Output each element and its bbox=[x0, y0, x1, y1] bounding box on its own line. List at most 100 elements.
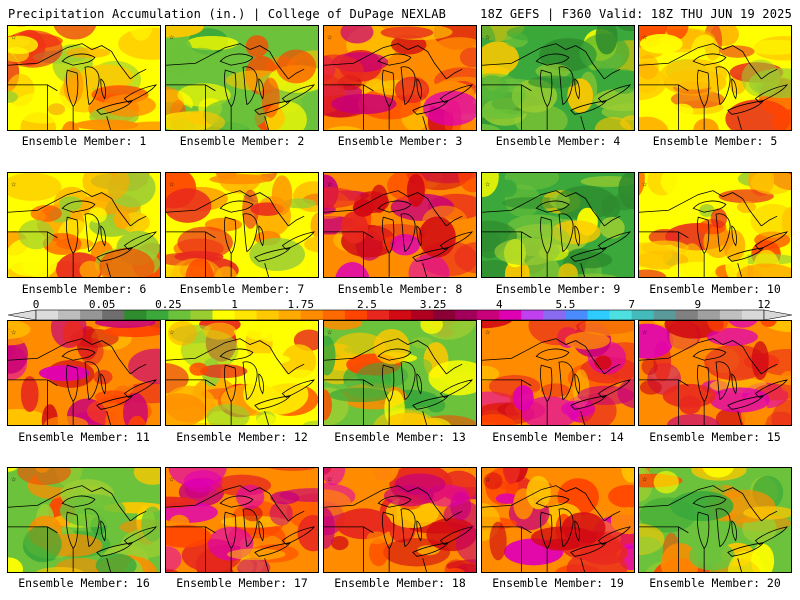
colorbar-tick-label: 4 bbox=[495, 298, 503, 311]
colorbar-swatch bbox=[256, 310, 280, 320]
colorbar-swatch bbox=[433, 310, 456, 320]
colorbar-swatch bbox=[322, 310, 346, 320]
colorbar-swatch bbox=[234, 310, 258, 320]
ensemble-member-map-1: ☆ bbox=[7, 25, 161, 131]
colorbar-tick-label: 1.75 bbox=[287, 298, 314, 311]
colorbar-swatch bbox=[36, 310, 59, 320]
ensemble-member-label: Ensemble Member: 14 bbox=[492, 430, 624, 444]
svg-text:☆: ☆ bbox=[11, 475, 17, 485]
svg-text:☆: ☆ bbox=[327, 475, 333, 485]
colorbar-swatch bbox=[366, 310, 390, 320]
colorbar-swatch bbox=[300, 310, 324, 320]
colorbar-swatch bbox=[411, 310, 434, 320]
colorbar-tick-label: 12 bbox=[757, 298, 771, 311]
svg-text:☆: ☆ bbox=[169, 328, 175, 338]
svg-text:☆: ☆ bbox=[11, 180, 17, 190]
ensemble-member-label: Ensemble Member: 17 bbox=[176, 576, 308, 590]
colorbar-swatch bbox=[543, 310, 566, 320]
svg-text:☆: ☆ bbox=[485, 180, 491, 190]
ensemble-member-label: Ensemble Member: 4 bbox=[495, 134, 621, 148]
colorbar-swatch bbox=[609, 310, 633, 320]
colorbar-tick-label: 0.05 bbox=[88, 298, 116, 311]
ensemble-member-label: Ensemble Member: 20 bbox=[649, 576, 781, 590]
ensemble-member-label: Ensemble Member: 15 bbox=[649, 430, 781, 444]
ensemble-member-map-5: ☆ bbox=[638, 25, 792, 131]
ensemble-member-label: Ensemble Member: 3 bbox=[337, 134, 463, 148]
colorbar-swatch bbox=[190, 310, 213, 320]
colorbar-swatch bbox=[58, 310, 81, 320]
ensemble-member-label: Ensemble Member: 16 bbox=[18, 576, 150, 590]
colorbar-swatch bbox=[146, 310, 169, 320]
colorbar-swatch bbox=[388, 310, 412, 320]
colorbar-tick-label: 0.25 bbox=[155, 298, 182, 311]
ensemble-member-map-15: ☆ bbox=[638, 320, 792, 426]
svg-text:☆: ☆ bbox=[642, 33, 648, 43]
svg-text:☆: ☆ bbox=[642, 180, 648, 190]
colorbar-swatch bbox=[587, 310, 610, 320]
svg-text:☆: ☆ bbox=[11, 33, 17, 43]
ensemble-member-label: Ensemble Member: 1 bbox=[21, 134, 147, 148]
ensemble-member-map-18: ☆ bbox=[323, 467, 477, 573]
ensemble-member-map-20: ☆ bbox=[638, 467, 792, 573]
colorbar-swatch bbox=[212, 310, 235, 320]
colorbar-swatch bbox=[521, 310, 544, 320]
svg-text:☆: ☆ bbox=[485, 328, 491, 338]
precip-colorbar bbox=[8, 309, 792, 320]
ensemble-member-map-6: ☆ bbox=[7, 172, 161, 278]
ensemble-member-label: Ensemble Member: 8 bbox=[337, 282, 463, 296]
ensemble-member-label: Ensemble Member: 7 bbox=[179, 282, 305, 296]
colorbar-swatch bbox=[124, 310, 147, 320]
svg-text:☆: ☆ bbox=[327, 33, 333, 43]
colorbar-swatch bbox=[631, 310, 655, 320]
colorbar-swatch bbox=[499, 310, 522, 320]
ensemble-member-label: Ensemble Member: 10 bbox=[649, 282, 781, 296]
svg-text:☆: ☆ bbox=[327, 328, 333, 338]
colorbar-tick-label: 3.25 bbox=[419, 298, 447, 311]
ensemble-member-map-3: ☆ bbox=[323, 25, 477, 131]
ensemble-member-label: Ensemble Member: 6 bbox=[21, 282, 147, 296]
colorbar-swatch bbox=[168, 310, 191, 320]
ensemble-member-label: Ensemble Member: 19 bbox=[492, 576, 624, 590]
svg-text:☆: ☆ bbox=[169, 33, 175, 43]
colorbar-swatch bbox=[102, 310, 125, 320]
ensemble-member-map-10: ☆ bbox=[638, 172, 792, 278]
colorbar-swatch bbox=[719, 310, 743, 320]
ensemble-member-map-19: ☆ bbox=[481, 467, 635, 573]
ensemble-member-map-12: ☆ bbox=[165, 320, 319, 426]
ensemble-member-label: Ensemble Member: 2 bbox=[179, 134, 305, 148]
svg-text:☆: ☆ bbox=[485, 475, 491, 485]
ensemble-member-label: Ensemble Member: 18 bbox=[334, 576, 466, 590]
map-title: Precipitation Accumulation (in.) | Colle… bbox=[8, 7, 447, 21]
svg-text:☆: ☆ bbox=[642, 328, 648, 338]
colorbar-max-arrow bbox=[763, 309, 792, 320]
svg-text:☆: ☆ bbox=[169, 180, 175, 190]
colorbar-tick-label: 9 bbox=[694, 298, 702, 311]
colorbar-swatch bbox=[653, 310, 677, 320]
ensemble-member-label: Ensemble Member: 9 bbox=[495, 282, 621, 296]
colorbar-swatch bbox=[697, 310, 721, 320]
colorbar-swatch bbox=[477, 310, 500, 320]
ensemble-member-label: Ensemble Member: 12 bbox=[176, 430, 308, 444]
colorbar-tick-label: 0 bbox=[32, 298, 40, 311]
svg-text:☆: ☆ bbox=[642, 475, 648, 485]
colorbar-swatch bbox=[741, 310, 765, 320]
colorbar-tick-label: 7 bbox=[628, 298, 635, 311]
ensemble-member-map-2: ☆ bbox=[165, 25, 319, 131]
ensemble-member-map-17: ☆ bbox=[165, 467, 319, 573]
ensemble-member-label: Ensemble Member: 5 bbox=[652, 134, 778, 148]
colorbar-swatch bbox=[80, 310, 103, 320]
colorbar-min-arrow bbox=[8, 309, 37, 320]
colorbar-tick-label: 1 bbox=[231, 298, 238, 311]
model-run-info: 18Z GEFS | F360 Valid: 18Z THU JUN 19 20… bbox=[480, 7, 792, 21]
svg-text:☆: ☆ bbox=[485, 33, 491, 43]
colorbar-swatch bbox=[675, 310, 699, 320]
ensemble-member-map-13: ☆ bbox=[323, 320, 477, 426]
colorbar-swatch bbox=[344, 310, 368, 320]
ensemble-member-map-4: ☆ bbox=[481, 25, 635, 131]
ensemble-member-label: Ensemble Member: 13 bbox=[334, 430, 466, 444]
ensemble-member-map-8: ☆ bbox=[323, 172, 477, 278]
ensemble-member-map-16: ☆ bbox=[7, 467, 161, 573]
colorbar-tick-label: 2.5 bbox=[356, 298, 377, 311]
colorbar-swatch bbox=[278, 310, 302, 320]
svg-text:☆: ☆ bbox=[169, 475, 175, 485]
